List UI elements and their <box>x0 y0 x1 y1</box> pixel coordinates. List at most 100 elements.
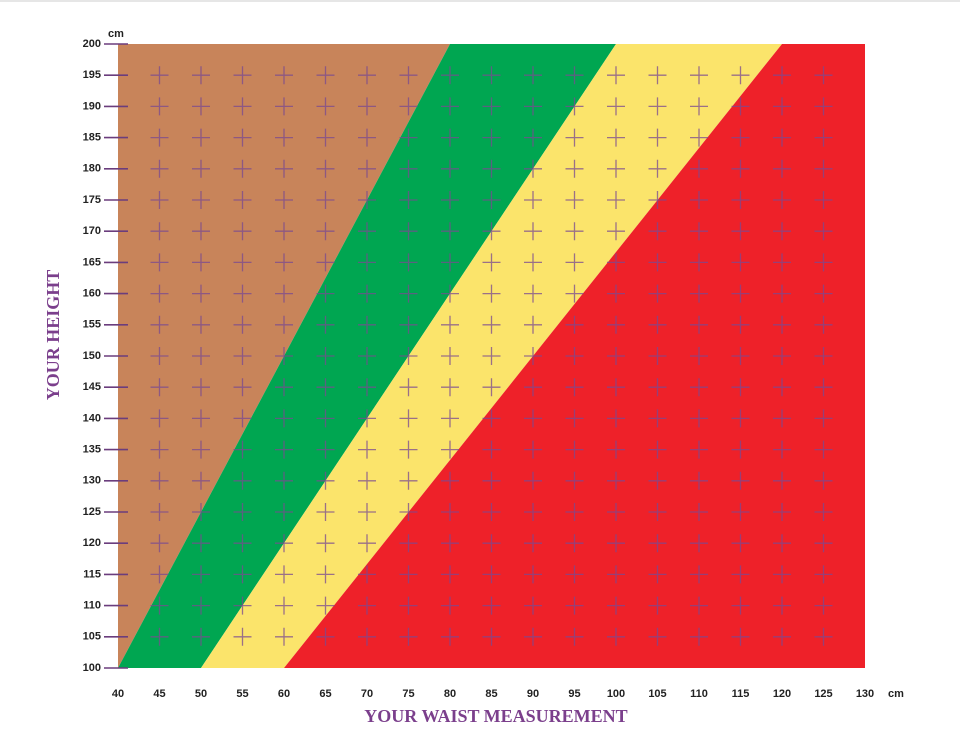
grid-cross <box>316 347 335 365</box>
grid-cross <box>773 409 791 428</box>
grid-cross <box>814 565 833 584</box>
y-axis-title: YOUR HEIGHT <box>43 270 63 401</box>
grid-cross <box>233 503 252 521</box>
x-tick-label: 55 <box>236 688 248 700</box>
y-tick-label: 135 <box>83 444 101 456</box>
grid-cross <box>399 378 418 397</box>
y-tick-label: 130 <box>83 475 101 487</box>
grid-cross <box>565 378 584 397</box>
y-unit: cm <box>108 28 124 40</box>
grid-cross <box>399 222 418 241</box>
grid-cross <box>814 159 833 178</box>
grid-cross <box>773 378 791 397</box>
y-tick-label: 155 <box>83 319 101 331</box>
grid-cross <box>233 409 252 428</box>
grid-cross <box>192 503 210 521</box>
grid-cross <box>690 253 708 272</box>
grid <box>150 66 833 646</box>
grid-cross <box>358 503 376 521</box>
grid-cross <box>399 596 418 615</box>
x-tick-label: 125 <box>814 688 832 700</box>
grid-cross <box>607 534 625 553</box>
grid-cross <box>275 409 293 428</box>
grid-cross <box>399 409 418 428</box>
x-tick-label: 65 <box>319 688 331 700</box>
grid-cross <box>731 97 750 116</box>
grid-cross <box>690 159 708 178</box>
grid-cross <box>814 97 833 116</box>
grid-cross <box>399 347 418 365</box>
grid-cross <box>441 222 459 241</box>
y-tick-label: 100 <box>83 662 101 674</box>
y-tick-label: 180 <box>83 163 101 175</box>
grid-cross <box>565 97 584 116</box>
grid-cross <box>731 440 750 459</box>
grid-cross <box>690 284 708 303</box>
y-tick-label: 145 <box>83 381 101 393</box>
x-tick-label: 85 <box>485 688 497 700</box>
grid-cross <box>773 596 791 615</box>
grid-cross <box>607 97 625 116</box>
grid-cross <box>731 284 750 303</box>
grid-cross <box>773 440 791 459</box>
grid-cross <box>565 191 584 209</box>
grid-cross <box>316 534 335 553</box>
grid-cross <box>482 315 501 334</box>
grid-cross <box>524 534 542 553</box>
grid-cross <box>565 409 584 428</box>
grid-cross <box>192 222 210 241</box>
grid-cross <box>482 565 501 584</box>
grid-cross <box>607 503 625 521</box>
grid-cross <box>358 409 376 428</box>
grid-cross <box>607 596 625 615</box>
grid-cross <box>607 191 625 209</box>
grid-cross <box>233 347 252 365</box>
grid-cross <box>316 66 335 85</box>
grid-cross <box>524 378 542 397</box>
grid-cross <box>358 534 376 553</box>
grid-cross <box>565 471 584 490</box>
grid-cross <box>316 503 335 521</box>
grid-cross <box>233 284 252 303</box>
grid-cross <box>233 159 252 178</box>
grid-cross <box>648 378 667 397</box>
grid-cross <box>648 347 667 365</box>
grid-cross <box>648 471 667 490</box>
grid-cross <box>233 222 252 241</box>
grid-cross <box>150 627 169 646</box>
grid-cross <box>192 97 210 116</box>
grid-cross <box>358 222 376 241</box>
grid-cross <box>607 471 625 490</box>
grid-cross <box>316 191 335 209</box>
grid-cross <box>773 222 791 241</box>
grid-cross <box>150 503 169 521</box>
grid-cross <box>441 315 459 334</box>
grid-cross <box>233 315 252 334</box>
grid-cross <box>316 253 335 272</box>
grid-cross <box>482 503 501 521</box>
grid-cross <box>773 191 791 209</box>
grid-cross <box>441 596 459 615</box>
grid-cross <box>773 66 791 85</box>
grid-cross <box>524 565 542 584</box>
grid-cross <box>565 565 584 584</box>
grid-cross <box>316 440 335 459</box>
grid-cross <box>690 534 708 553</box>
grid-cross <box>814 471 833 490</box>
x-tick-label: 105 <box>648 688 666 700</box>
grid-cross <box>524 315 542 334</box>
grid-cross <box>399 97 418 116</box>
grid-cross <box>233 471 252 490</box>
grid-cross <box>814 315 833 334</box>
grid-cross <box>565 347 584 365</box>
grid-cross <box>565 440 584 459</box>
grid-cross <box>565 222 584 241</box>
grid-cross <box>358 128 376 147</box>
grid-cross <box>607 347 625 365</box>
x-tick-label: 95 <box>568 688 580 700</box>
grid-cross <box>441 253 459 272</box>
grid-cross <box>441 471 459 490</box>
grid-cross <box>150 284 169 303</box>
grid-cross <box>275 627 293 646</box>
